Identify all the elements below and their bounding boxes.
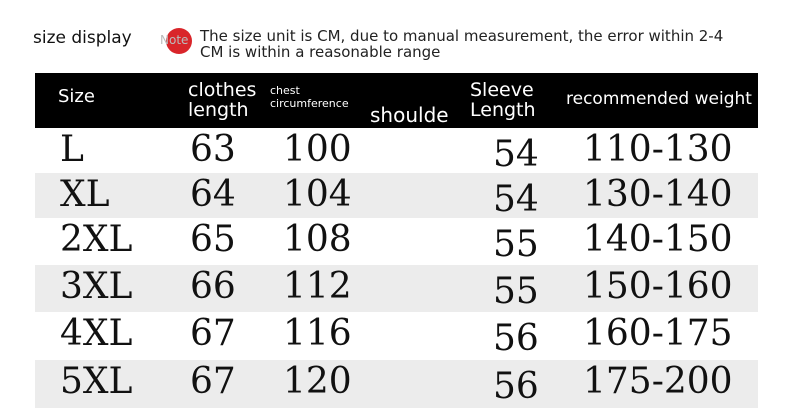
note-text: The size unit is CM, due to manual measu… (200, 27, 724, 61)
table-cell: 54 (493, 134, 539, 175)
column-header: Size (58, 86, 95, 107)
table-cell: 104 (283, 174, 352, 215)
table-cell: 116 (283, 313, 352, 354)
column-header: Sleeve Length (470, 79, 536, 121)
table-cell: 108 (283, 219, 352, 260)
table-cell: 130-140 (583, 174, 733, 215)
note-icon (166, 28, 192, 54)
table-cell: 140-150 (583, 219, 733, 260)
column-header: shoulde (370, 103, 449, 127)
title: size display (33, 28, 132, 48)
table-cell: 160-175 (583, 313, 733, 354)
table-cell: 55 (493, 224, 539, 265)
table-cell: 110-130 (583, 129, 733, 170)
table-cell: 55 (493, 271, 539, 312)
table-cell: L (60, 129, 84, 170)
table-cell: 3XL (60, 266, 133, 307)
table-cell: 56 (493, 318, 539, 359)
table-cell: 65 (190, 219, 236, 260)
column-header: clothes length (188, 79, 257, 121)
table-cell: 112 (283, 266, 352, 307)
table-row (35, 265, 758, 312)
table-cell: XL (60, 174, 110, 215)
table-cell: 2XL (60, 219, 133, 260)
table-cell: 5XL (60, 361, 133, 402)
table-row (35, 360, 758, 408)
table-cell: 54 (493, 179, 539, 220)
table-cell: 100 (283, 129, 352, 170)
table-cell: 63 (190, 129, 236, 170)
table-row (35, 173, 758, 218)
column-header: recommended weight (566, 89, 752, 109)
table-cell: 150-160 (583, 266, 733, 307)
note-label: Note (160, 33, 189, 47)
table-cell: 175-200 (583, 361, 733, 402)
table-cell: 64 (190, 174, 236, 215)
table-cell: 56 (493, 366, 539, 407)
table-cell: 4XL (60, 313, 133, 354)
column-header: chest circumference (270, 84, 349, 110)
table-header (35, 73, 758, 128)
table-cell: 67 (190, 313, 236, 354)
table-cell: 67 (190, 361, 236, 402)
table-cell: 66 (190, 266, 236, 307)
table-cell: 120 (283, 361, 352, 402)
